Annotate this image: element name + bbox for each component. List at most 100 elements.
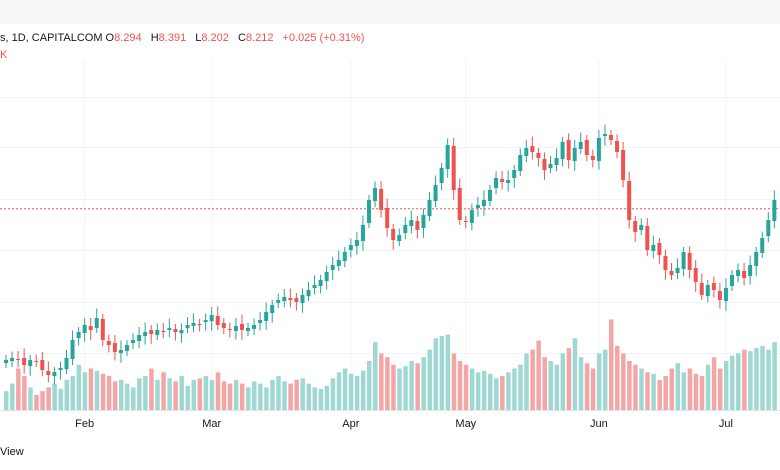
candle[interactable] [748, 255, 753, 285]
candle[interactable] [22, 348, 27, 374]
candle[interactable] [524, 140, 529, 163]
candle[interactable] [494, 171, 499, 195]
candle[interactable] [4, 355, 8, 368]
candle[interactable] [46, 361, 51, 383]
candle[interactable] [633, 216, 638, 242]
candle[interactable] [675, 258, 680, 280]
candle[interactable] [609, 130, 613, 145]
candle[interactable] [705, 280, 710, 303]
candle[interactable] [306, 282, 311, 301]
candle[interactable] [717, 283, 722, 309]
candle[interactable] [554, 148, 559, 172]
candle[interactable] [276, 293, 281, 309]
candle[interactable] [324, 265, 329, 290]
candle[interactable] [342, 247, 347, 268]
candle[interactable] [596, 130, 601, 170]
candle[interactable] [282, 289, 287, 308]
candle[interactable] [445, 138, 450, 178]
candle[interactable] [584, 135, 589, 162]
candle[interactable] [578, 132, 583, 155]
candle[interactable] [651, 235, 656, 259]
candle[interactable] [687, 246, 692, 279]
candle[interactable] [203, 313, 208, 331]
candle[interactable] [481, 190, 486, 216]
candle[interactable] [433, 175, 438, 208]
candle[interactable] [252, 318, 257, 336]
candle[interactable] [58, 361, 63, 380]
candle[interactable] [572, 140, 577, 171]
candle[interactable] [125, 340, 129, 356]
candle[interactable] [76, 327, 81, 346]
candle[interactable] [197, 319, 202, 332]
candle[interactable] [488, 185, 492, 206]
candle[interactable] [173, 324, 178, 341]
candle[interactable] [209, 307, 214, 331]
candle[interactable] [530, 136, 535, 160]
candle[interactable] [699, 273, 704, 301]
candle[interactable] [94, 308, 99, 334]
candle[interactable] [645, 218, 650, 257]
candle[interactable] [264, 302, 269, 330]
candle[interactable] [270, 300, 275, 323]
candle[interactable] [215, 306, 220, 331]
candle[interactable] [336, 250, 341, 272]
candle[interactable] [427, 192, 432, 221]
candle[interactable] [736, 263, 741, 283]
candle[interactable] [239, 314, 244, 340]
candle[interactable] [64, 350, 69, 374]
candle[interactable] [28, 355, 33, 376]
candle[interactable] [566, 133, 571, 169]
candle[interactable] [518, 148, 523, 177]
candle[interactable] [82, 318, 87, 342]
candle[interactable] [233, 318, 238, 340]
candle[interactable] [379, 181, 384, 218]
candle[interactable] [100, 314, 105, 347]
candle[interactable] [191, 313, 196, 333]
candle[interactable] [772, 190, 777, 229]
candle[interactable] [354, 232, 359, 255]
candle[interactable] [70, 330, 75, 366]
candle[interactable] [52, 367, 57, 385]
candle[interactable] [137, 327, 142, 349]
candle[interactable] [548, 156, 553, 173]
candle[interactable] [88, 318, 93, 340]
candle[interactable] [506, 170, 511, 192]
candle[interactable] [221, 318, 226, 335]
candle[interactable] [348, 238, 353, 258]
candle[interactable] [118, 340, 123, 363]
candle[interactable] [227, 322, 232, 338]
candle[interactable] [391, 224, 396, 250]
candle[interactable] [693, 260, 698, 292]
candle[interactable] [542, 152, 547, 180]
candle[interactable] [288, 288, 293, 308]
footer-view-label[interactable]: View [0, 446, 24, 458]
candle[interactable] [439, 163, 444, 191]
candle[interactable] [560, 137, 565, 167]
candle[interactable] [760, 231, 765, 259]
candle[interactable] [367, 195, 371, 228]
candle[interactable] [112, 335, 117, 361]
candle[interactable] [723, 278, 728, 311]
candle[interactable] [475, 197, 480, 217]
candle[interactable] [385, 198, 390, 237]
candle[interactable] [403, 217, 408, 240]
candle[interactable] [40, 352, 45, 377]
candle[interactable] [360, 215, 365, 251]
candle[interactable] [161, 323, 166, 339]
candle[interactable] [143, 322, 148, 345]
candle[interactable] [742, 263, 747, 286]
candle[interactable] [258, 312, 263, 331]
candle[interactable] [415, 216, 420, 239]
candle[interactable] [500, 171, 505, 190]
candle[interactable] [149, 325, 154, 344]
candle[interactable] [155, 323, 160, 341]
candle[interactable] [469, 203, 474, 231]
candle[interactable] [754, 247, 759, 276]
candle[interactable] [451, 138, 456, 200]
candle[interactable] [421, 208, 426, 238]
candle[interactable] [167, 318, 172, 338]
candle[interactable] [106, 334, 111, 353]
candle[interactable] [294, 293, 299, 311]
candle[interactable] [330, 257, 335, 280]
